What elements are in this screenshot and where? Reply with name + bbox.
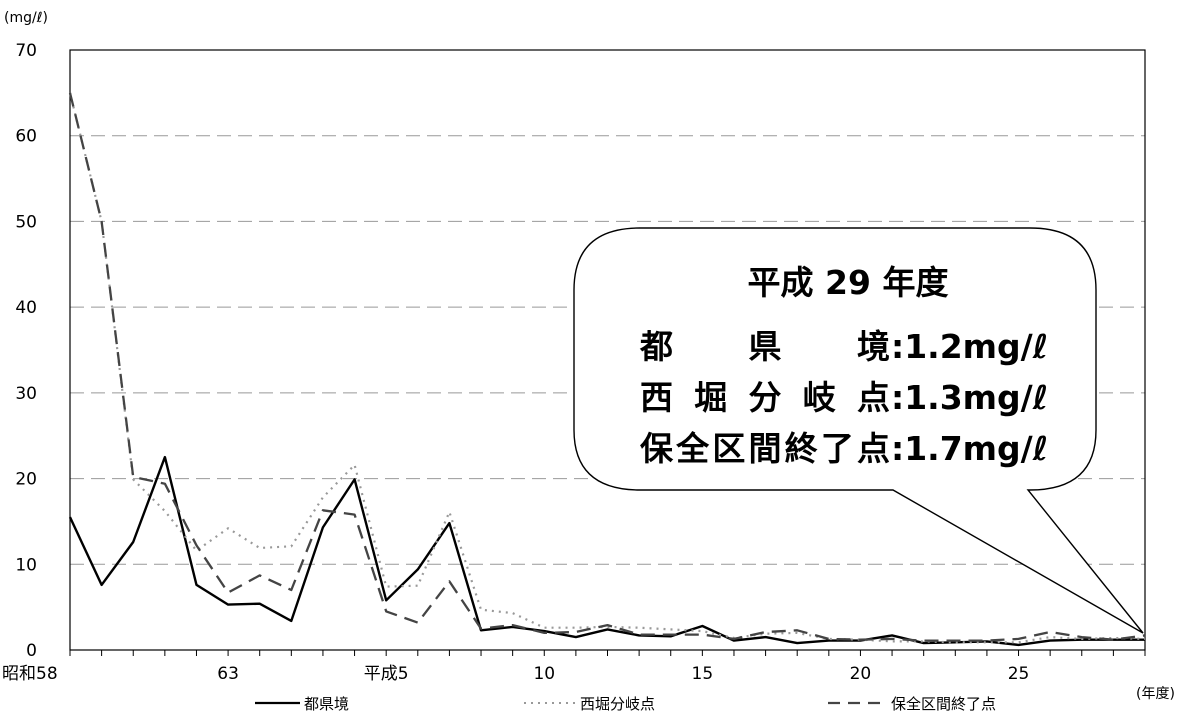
callout-value-3: :1.7mg/ℓ (891, 429, 1048, 468)
callout-label-3: 保全区間終了点 (640, 429, 890, 468)
y-tick-label: 0 (26, 641, 37, 661)
y-axis: 0 10 20 30 40 50 60 70 (15, 41, 37, 661)
y-tick-label: 50 (15, 212, 37, 232)
legend-label-series-3: 保全区間終了点 (891, 695, 996, 713)
series-line-3 (68, 92, 1146, 642)
legend-label-series-1: 都県境 (304, 695, 349, 713)
x-tick-label: 15 (692, 664, 714, 684)
legend-label-series-2: 西堀分岐点 (580, 695, 655, 713)
x-tick-label: 昭和58 (2, 664, 58, 684)
callout-value-1: :1.2mg/ℓ (891, 327, 1048, 366)
plot-frame (69, 49, 1146, 651)
callout-value-2: :1.3mg/ℓ (891, 378, 1048, 417)
y-tick-label: 10 (15, 555, 37, 575)
y-tick-label: 40 (15, 298, 37, 318)
series-group (68, 92, 1146, 647)
x-tick-label: 25 (1008, 664, 1030, 684)
series-line-1 (68, 455, 1145, 647)
x-unit-label: (年度) (1136, 686, 1175, 702)
y-unit-label: (mg/ℓ) (4, 10, 48, 26)
legend: 都県境 西堀分岐点 保全区間終了点 (255, 695, 996, 713)
x-tick-label: 63 (217, 664, 239, 684)
x-tick-label: 10 (533, 664, 555, 684)
y-tick-label: 60 (15, 127, 37, 147)
callout-title: 平成 29 年度 (748, 263, 949, 302)
y-tick-label: 70 (15, 41, 37, 61)
x-tick-label: 平成5 (364, 664, 409, 684)
callout-bubble (573, 227, 1144, 634)
y-tick-label: 30 (15, 384, 37, 404)
x-tick-label: 20 (850, 664, 872, 684)
x-axis: 昭和58 63 平成5 10 15 20 25 (2, 650, 1146, 684)
annotation-callout: 平成 29 年度 都 県 境 :1.2mg/ℓ 西堀分岐点 :1.3mg/ℓ 保… (573, 227, 1144, 634)
y-tick-label: 20 (15, 470, 37, 490)
